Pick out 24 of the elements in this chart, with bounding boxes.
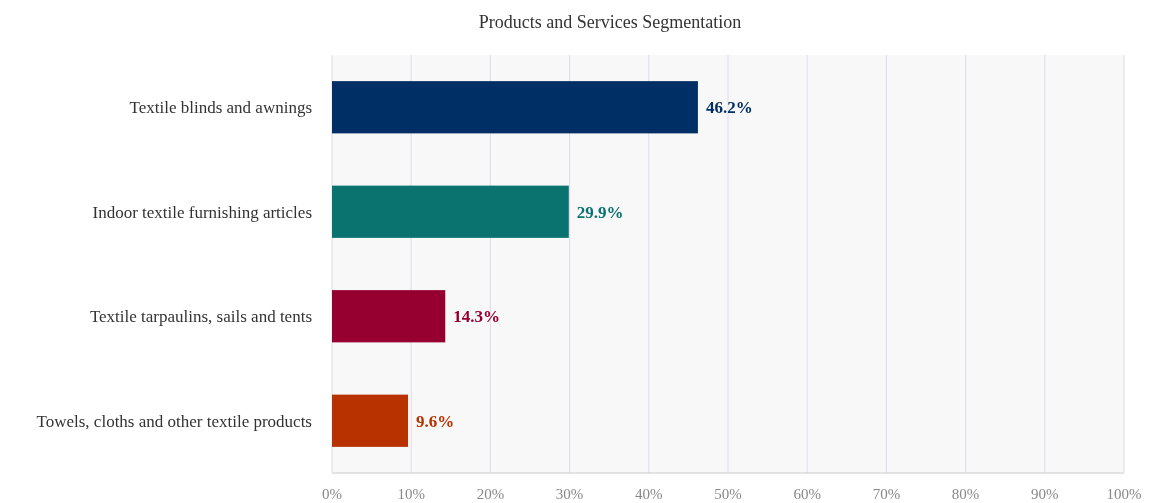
bar <box>332 394 409 447</box>
data-label: 29.9% <box>576 202 624 222</box>
x-tick-label: 100% <box>1106 486 1142 502</box>
y-tick-label: Towels, cloths and other textile products <box>36 411 312 431</box>
x-tick-label: 90% <box>1031 486 1059 502</box>
chart-title: Products and Services Segmentation <box>478 12 742 32</box>
x-tick-label: 0% <box>322 486 342 502</box>
data-label: 9.6% <box>416 411 455 431</box>
data-label: 46.2% <box>705 98 753 118</box>
y-tick-label: Indoor textile furnishing articles <box>92 202 312 222</box>
x-tick-label: 80% <box>951 486 980 502</box>
bar <box>332 185 569 238</box>
data-label: 14.3% <box>453 307 501 327</box>
y-tick-label: Textile blinds and awnings <box>129 98 312 118</box>
bar <box>332 81 698 134</box>
x-tick-label: 60% <box>793 486 821 502</box>
x-tick-label: 10% <box>397 486 425 502</box>
x-tick-label: 30% <box>555 486 584 502</box>
bar <box>332 290 446 343</box>
x-tick-label: 70% <box>872 486 901 502</box>
x-tick-label: 50% <box>714 486 742 502</box>
x-tick-label: 40% <box>635 486 663 502</box>
x-tick-label: 20% <box>476 486 505 502</box>
y-tick-label: Textile tarpaulins, sails and tents <box>89 307 312 327</box>
